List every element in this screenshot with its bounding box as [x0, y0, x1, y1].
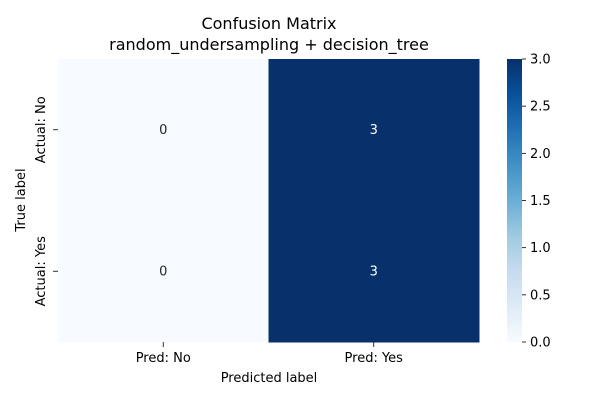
colorbar — [507, 59, 522, 342]
heatmap-cell — [58, 59, 269, 201]
colorbar-tick-label: 2.0 — [530, 147, 551, 162]
x-axis-ticks: Pred: No Pred: Yes — [136, 342, 403, 366]
cell-value-label: 0 — [159, 123, 167, 138]
colorbar-tick-label: 2.5 — [530, 100, 551, 115]
x-tick-label: Pred: Yes — [345, 351, 404, 366]
colorbar-tick-label: 3.0 — [530, 53, 551, 68]
x-axis-label: Predicted label — [221, 371, 318, 386]
y-axis-ticks: Actual: No Actual: Yes — [34, 96, 58, 306]
cell-value-label: 0 — [159, 264, 167, 279]
x-tick-label: Pred: No — [136, 351, 191, 366]
heatmap-cell — [268, 59, 480, 201]
y-axis-label: True label — [14, 168, 29, 232]
cell-value-label: 3 — [370, 264, 378, 279]
colorbar-tick-label: 1.0 — [530, 241, 551, 256]
heatmap-cell — [58, 200, 269, 343]
y-tick-label: Actual: No — [34, 96, 49, 163]
chart-subtitle: random_undersampling + decision_tree — [109, 35, 429, 55]
cell-value-label: 3 — [370, 123, 378, 138]
chart-title: Confusion Matrix — [201, 14, 336, 33]
colorbar-tick-label: 1.5 — [530, 194, 551, 209]
y-tick-label: Actual: Yes — [34, 236, 49, 306]
colorbar-tick-label: 0.0 — [530, 336, 551, 351]
colorbar-tick-label: 0.5 — [530, 288, 551, 303]
colorbar-ticks: 0.0 0.5 1.0 1.5 2.0 2.5 3.0 — [522, 53, 551, 351]
heatmap-cell — [268, 200, 480, 343]
heatmap-cells: 0 3 0 3 — [58, 59, 480, 343]
